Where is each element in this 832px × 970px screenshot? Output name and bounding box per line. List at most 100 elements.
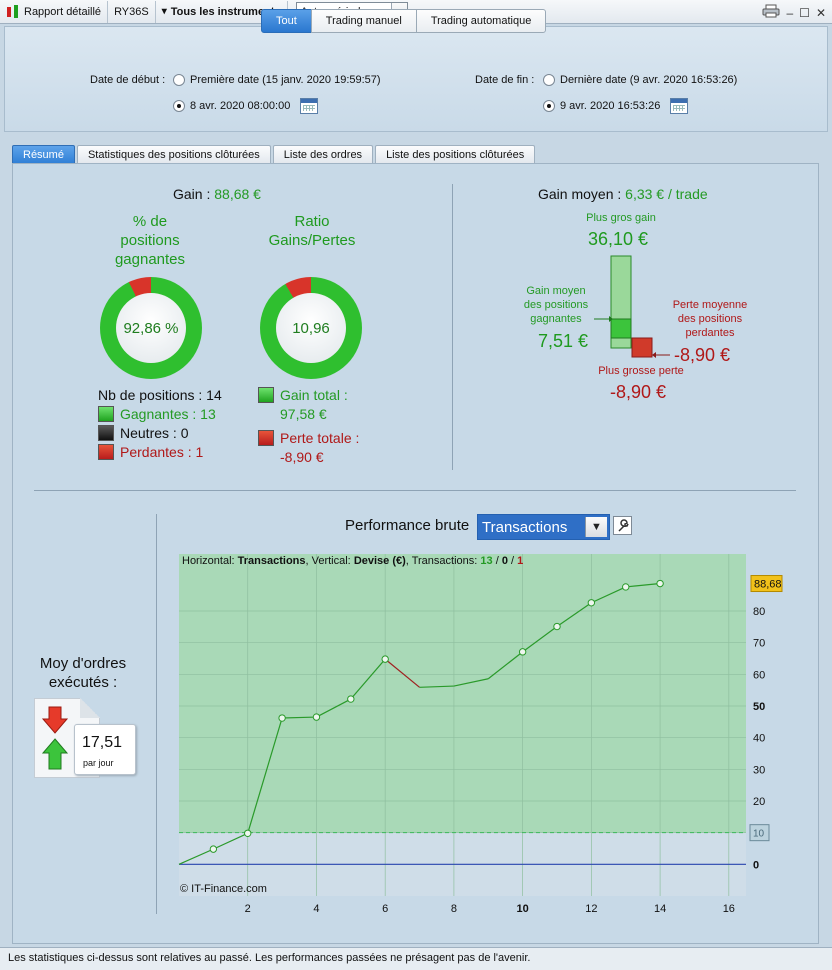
candlestick-icon (6, 4, 20, 19)
y-tick-label: 0 (753, 859, 759, 871)
x-tick-label: 16 (723, 903, 735, 915)
data-point (347, 695, 355, 703)
symbol-button[interactable]: RY36S (108, 0, 156, 23)
series-segment (591, 586, 626, 604)
mode-manual-button[interactable]: Trading manuel (310, 9, 417, 33)
reference-label: 10 (753, 829, 765, 840)
mode-segmented-control: Tout Trading manuel Trading automatique (261, 9, 547, 33)
header-sep: / (507, 555, 518, 567)
radio-button[interactable] (543, 74, 555, 86)
gain-moyen-value: 6,33 € / trade (625, 186, 708, 202)
report-button[interactable]: Rapport détaillé (0, 0, 109, 23)
end-last-date-text: Dernière date (9 avr. 2020 16:53:26) (560, 74, 738, 86)
performance-title: Performance brute (345, 517, 470, 534)
radio-button-selected[interactable] (173, 100, 185, 112)
tab-closed-positions-list[interactable]: Liste des positions clôturées (375, 145, 536, 163)
perte-moyenne-label: Perte moyenne des positions perdantes (672, 299, 748, 339)
series-segment (419, 685, 454, 688)
gain-total-label: Gain total : (280, 387, 348, 403)
chart-header: Horizontal: Transactions, Vertical: Devi… (182, 555, 523, 567)
performance-axis-select[interactable]: Transactions ▼ (477, 514, 610, 540)
end-custom-date-option[interactable]: 9 avr. 2020 16:53:26 (543, 98, 689, 114)
x-tick-label: 8 (451, 903, 457, 915)
series-segment (178, 848, 214, 865)
orders-per-day-badge: 17,51 par jour (74, 724, 136, 775)
moy-ordres-unit: par jour (83, 758, 114, 768)
footer-disclaimer: Les statistiques ci-dessus sont relative… (0, 947, 832, 970)
y-tick-label: 70 (753, 638, 765, 650)
gain-loss-bar-graphic (594, 255, 670, 358)
performance-select-value: Transactions (482, 518, 568, 536)
header-neutral-count: 0 (501, 555, 508, 567)
radio-button-selected[interactable] (543, 100, 555, 112)
x-tick-label: 12 (585, 903, 597, 915)
series-segment (384, 658, 420, 688)
start-first-date-text: Première date (15 janv. 2020 19:59:57) (190, 74, 381, 86)
minimize-button[interactable]: – (786, 5, 794, 20)
winning-positions-title: % de positions gagnantes (114, 213, 186, 268)
series-segment (350, 658, 386, 700)
calendar-icon[interactable] (300, 98, 319, 114)
calendar-icon[interactable] (670, 98, 689, 114)
gain-moyen-pos-value: 7,51 € (538, 331, 589, 351)
winning-positions-value: 92,86 % (116, 293, 186, 363)
legend-perdantes-text: Perdantes : 1 (120, 444, 204, 460)
y-tick-label: 30 (753, 764, 765, 776)
chart-copyright: © IT-Finance.com (180, 883, 267, 895)
start-first-date-option[interactable]: Première date (15 janv. 2020 19:59:57) (173, 74, 381, 86)
y-tick-label: 60 (753, 669, 765, 681)
header-transactions-label: , Transactions: (405, 555, 478, 567)
chevron-down-icon: ▾ (161, 6, 167, 17)
header-sep: / (492, 555, 502, 567)
data-point (656, 579, 664, 588)
radio-button[interactable] (173, 74, 185, 86)
print-icon[interactable] (762, 4, 780, 21)
x-tick-label: 6 (382, 903, 388, 915)
start-custom-date-option[interactable]: 8 avr. 2020 08:00:00 (173, 98, 319, 114)
mode-auto-button[interactable]: Trading automatique (415, 9, 547, 33)
legend-gagnantes-text: Gagnantes : 13 (120, 406, 216, 422)
close-button[interactable]: ✕ (815, 5, 826, 20)
header-loss-count: 1 (517, 555, 524, 567)
series-segment (556, 602, 592, 628)
gain-label: Gain : (173, 186, 211, 202)
plus-gros-gain-value: 36,10 € (588, 229, 649, 249)
legend-gagnantes: Gagnantes : 13 (98, 406, 216, 422)
data-point (278, 714, 286, 722)
perte-totale-value: -8,90 € (280, 449, 324, 465)
plus-gros-gain-label: Plus gros gain (586, 212, 656, 224)
header-horizontal-value: Transactions (237, 555, 306, 567)
tab-resume[interactable]: Résumé (12, 145, 75, 163)
period-panel (4, 26, 828, 132)
plus-grosse-perte-label: Plus grosse perte (598, 365, 684, 377)
data-point (244, 829, 252, 837)
end-custom-date-text: 9 avr. 2020 16:53:26 (560, 100, 661, 112)
series-segment (453, 678, 489, 687)
legend-gain-total: Gain total : (258, 387, 348, 403)
data-point (209, 845, 218, 853)
tab-closed-positions-stats[interactable]: Statistiques des positions clôturées (76, 145, 271, 163)
ratio-value: 10,96 (276, 293, 346, 363)
arrow-down-icon (41, 706, 69, 734)
horizontal-divider (34, 490, 796, 491)
mode-all-button[interactable]: Tout (261, 9, 312, 33)
red-swatch-icon (98, 444, 114, 460)
page-fold (80, 698, 100, 718)
y-tick-label: 20 (753, 796, 765, 808)
arrow-left-icon (652, 352, 656, 358)
end-last-date-option[interactable]: Dernière date (9 avr. 2020 16:53:26) (543, 74, 737, 86)
avg-gain-bar (610, 318, 632, 339)
header-win-count: 13 (480, 555, 493, 567)
x-tick-label: 2 (245, 903, 251, 915)
maximize-button[interactable]: ☐ (799, 5, 810, 20)
tab-orders-list[interactable]: Liste des ordres (272, 145, 374, 163)
wrench-icon[interactable] (613, 516, 632, 535)
gain-moyen-label: Gain moyen : (538, 186, 622, 202)
perte-totale-label: Perte totale : (280, 430, 360, 446)
y-tick-label: 50 (753, 701, 765, 713)
arrow-right-icon (609, 316, 613, 322)
header-vertical-value: Devise (€) (353, 555, 406, 567)
last-value-badge (750, 575, 783, 593)
ratio-donut: 10,96 (260, 277, 362, 379)
data-point (622, 583, 630, 591)
